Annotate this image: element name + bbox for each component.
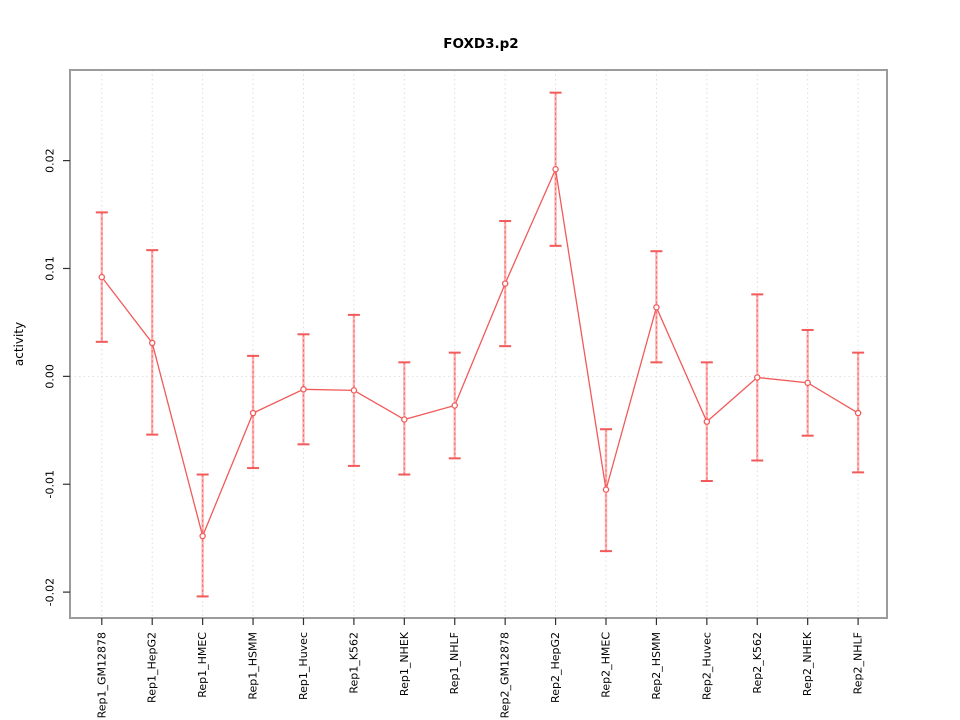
x-tick-label: Rep1_HepG2 xyxy=(146,632,159,703)
data-point-marker xyxy=(501,280,509,287)
x-tick-label: Rep1_HMEC xyxy=(196,632,209,698)
y-tick-label: 0.02 xyxy=(44,148,57,173)
data-point-marker xyxy=(552,165,559,173)
data-point-marker xyxy=(602,486,610,493)
data-point-marker xyxy=(300,386,307,393)
chart-title: FOXD3.p2 xyxy=(443,36,518,52)
grid-layer xyxy=(70,70,887,618)
data-layer xyxy=(95,91,865,598)
data-point-marker xyxy=(199,532,206,540)
data-point-marker xyxy=(703,418,711,425)
data-point-marker xyxy=(804,379,811,387)
data-point-marker xyxy=(350,387,358,394)
x-tick-label: Rep2_HSMM xyxy=(650,632,663,700)
x-tick-label: Rep1_K562 xyxy=(347,632,360,694)
x-tick-label: Rep1_GM12878 xyxy=(95,632,108,718)
x-tick-label: Rep2_Huvec xyxy=(700,632,713,700)
data-point-marker xyxy=(754,374,761,381)
x-tick-label: Rep1_NHLF xyxy=(448,632,461,694)
x-tick-label: Rep1_HSMM xyxy=(247,632,260,700)
x-tick-label: Rep2_HepG2 xyxy=(549,632,562,703)
axes-layer: 0.02 0.01 0.00 -0.01 -0.02 Rep1_GM12878 Rep1_H… xyxy=(44,69,888,718)
data-point-marker xyxy=(854,409,862,417)
data-point-marker xyxy=(249,409,257,417)
data-point-marker xyxy=(148,339,156,347)
x-tick-label: Rep2_GM12878 xyxy=(499,632,512,718)
x-tick-label: Rep1_Huvec xyxy=(297,632,310,700)
data-point-marker xyxy=(401,416,408,423)
y-tick-label: 0.00 xyxy=(44,364,57,389)
y-tick-label: -0.02 xyxy=(44,578,57,606)
series-line xyxy=(101,166,859,539)
x-tick-label: Rep2_NHEK xyxy=(801,631,814,696)
x-tick-label: Rep2_NHLF xyxy=(852,632,865,694)
data-point-marker xyxy=(451,402,458,409)
x-tick-label: Rep2_HMEC xyxy=(600,632,613,698)
x-tick-label: Rep1_NHEK xyxy=(398,631,411,696)
y-tick-label: 0.01 xyxy=(44,256,57,281)
data-point-marker xyxy=(98,273,106,281)
plot-border xyxy=(69,69,888,619)
y-axis-label: activity xyxy=(12,322,26,366)
data-point-marker xyxy=(653,304,660,311)
x-tick-label: Rep2_K562 xyxy=(751,632,764,694)
y-tick-label: -0.01 xyxy=(44,470,57,498)
